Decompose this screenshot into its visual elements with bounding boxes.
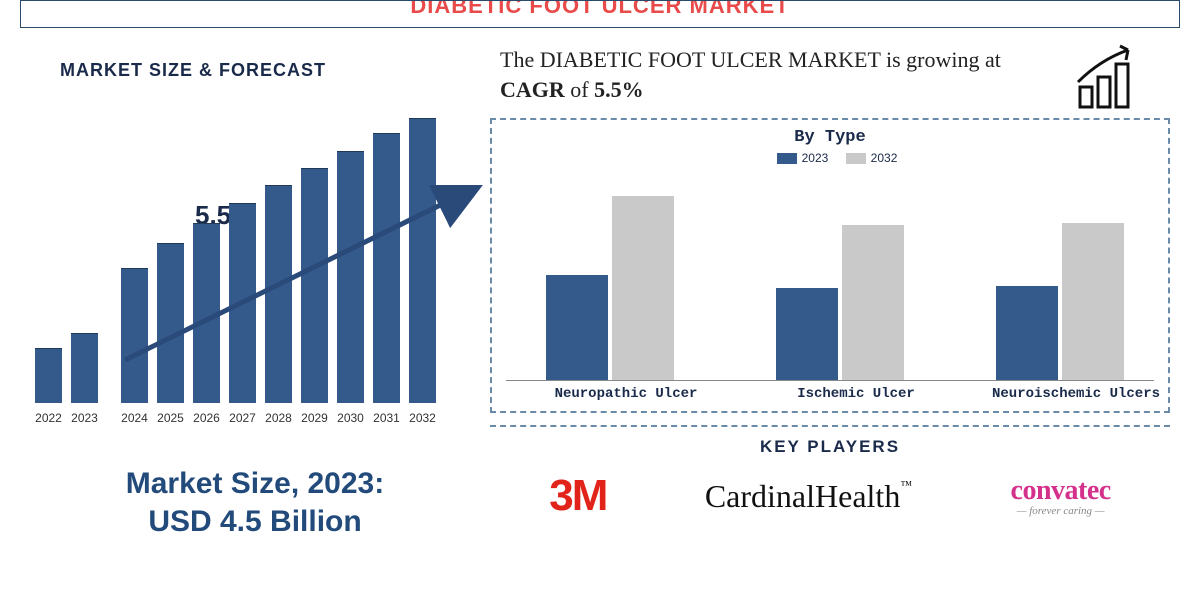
growth-of: of	[565, 77, 594, 102]
legend-swatch-2023	[777, 153, 797, 164]
forecast-bar	[373, 133, 400, 403]
player-cardinal-tm: ™	[900, 478, 912, 492]
page-title: DIABETIC FOOT ULCER MARKET	[410, 0, 789, 18]
forecast-bar	[409, 118, 436, 403]
forecast-year-label: 2031	[369, 411, 404, 425]
type-bar-2023	[546, 275, 608, 380]
page-title-bar: DIABETIC FOOT ULCER MARKET	[20, 0, 1180, 28]
player-cardinal-part1: Cardinal	[705, 478, 815, 514]
forecast-year-label: 2024	[117, 411, 152, 425]
forecast-year-label: 2025	[153, 411, 188, 425]
legend-label-2023: 2023	[802, 151, 829, 165]
forecast-bar	[121, 268, 148, 403]
growth-pct: 5.5%	[594, 77, 644, 102]
by-type-chart-box: By Type 2023 2032 Neuropathic UlcerIsche…	[490, 118, 1170, 413]
player-convatec-tagline: forever caring	[1011, 505, 1111, 517]
market-size-line1: Market Size, 2023:	[55, 465, 455, 503]
type-category-label: Ischemic Ulcer	[756, 386, 956, 402]
forecast-bar	[265, 185, 292, 403]
forecast-year-label: 2023	[67, 411, 102, 425]
forecast-bar	[157, 243, 184, 403]
key-players-section: KEY PLAYERS 3M CardinalHealth™ convatec …	[490, 425, 1170, 521]
forecast-year-label: 2032	[405, 411, 440, 425]
forecast-year-label: 2030	[333, 411, 368, 425]
forecast-year-label: 2022	[31, 411, 66, 425]
growth-arrow-icon	[1070, 42, 1150, 112]
growth-cagr-label: CAGR	[500, 77, 565, 102]
key-players-title: KEY PLAYERS	[490, 437, 1170, 457]
forecast-year-label: 2027	[225, 411, 260, 425]
player-cardinal-part2: Health	[815, 478, 900, 514]
type-bar-2023	[996, 286, 1058, 381]
forecast-bars-area	[35, 113, 455, 403]
legend-label-2032: 2032	[871, 151, 898, 165]
forecast-bar-chart: 5.5% 20222023202420252026202720282029203…	[35, 95, 455, 425]
key-players-row: 3M CardinalHealth™ convatec forever cari…	[490, 471, 1170, 521]
type-bar-2032	[842, 225, 904, 380]
forecast-bar	[193, 223, 220, 403]
forecast-year-label: 2028	[261, 411, 296, 425]
growth-statement: The DIABETIC FOOT ULCER MARKET is growin…	[500, 45, 1100, 104]
type-bar-2032	[1062, 223, 1124, 381]
forecast-section-title: MARKET SIZE & FORECAST	[60, 60, 326, 81]
forecast-bar	[71, 333, 98, 403]
by-type-title: By Type	[506, 128, 1154, 147]
type-category-label: Neuroischemic Ulcers	[976, 386, 1176, 402]
growth-prefix: The DIABETIC FOOT ULCER MARKET is growin…	[500, 47, 1001, 72]
forecast-bar	[229, 203, 256, 403]
player-cardinal-logo: CardinalHealth™	[705, 478, 912, 515]
type-bar-2023	[776, 288, 838, 380]
type-bar-2032	[612, 196, 674, 380]
forecast-bar	[301, 168, 328, 403]
forecast-bar	[35, 348, 62, 403]
player-3m-logo: 3M	[549, 471, 606, 521]
by-type-legend: 2023 2032	[506, 151, 1154, 165]
market-size-line2: USD 4.5 Billion	[55, 503, 455, 541]
market-size-callout: Market Size, 2023: USD 4.5 Billion	[55, 465, 455, 540]
legend-swatch-2032	[846, 153, 866, 164]
forecast-year-label: 2029	[297, 411, 332, 425]
player-convatec-name: convatec	[1011, 475, 1111, 507]
forecast-year-label: 2026	[189, 411, 224, 425]
type-category-label: Neuropathic Ulcer	[526, 386, 726, 402]
forecast-bar	[337, 151, 364, 403]
player-convatec-logo: convatec forever caring	[1011, 475, 1111, 517]
by-type-plot-area: Neuropathic UlcerIschemic UlcerNeuroisch…	[506, 171, 1154, 381]
